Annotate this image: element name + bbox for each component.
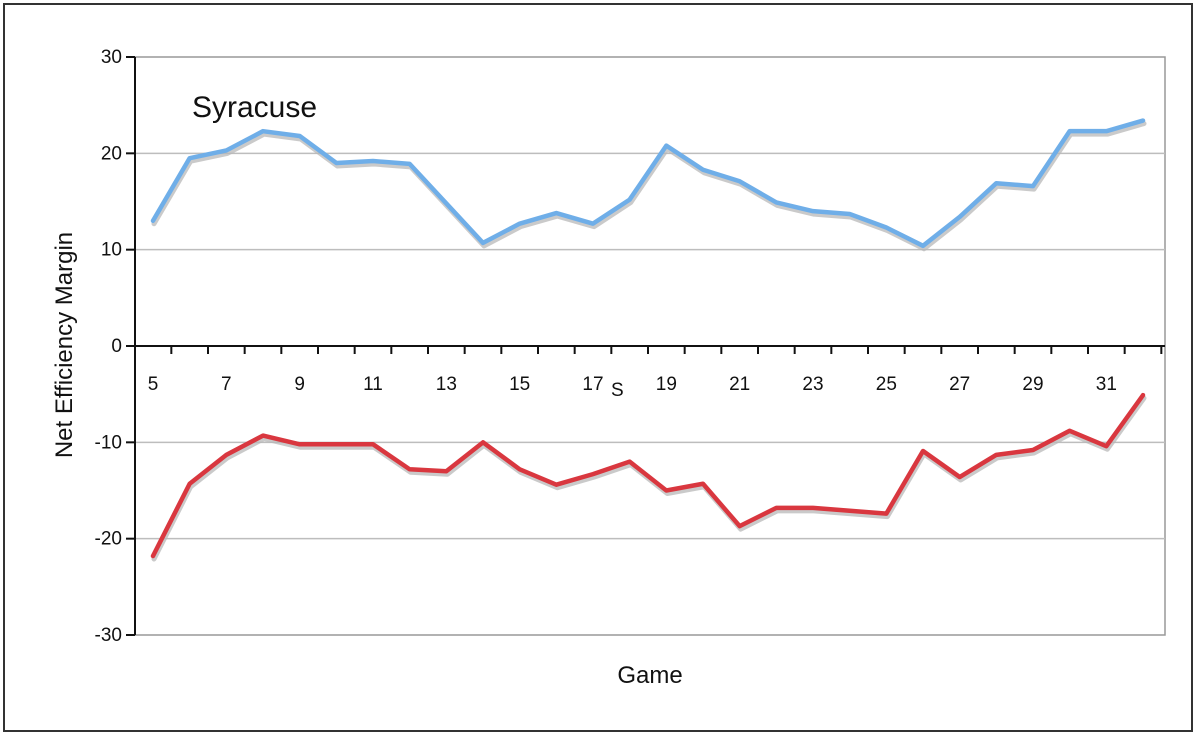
x-tick-label: 21 (729, 374, 750, 395)
x-tick-label: 11 (363, 374, 383, 395)
y-axis: 30 20 10 0 -10 -20 -30 (95, 47, 136, 646)
x-axis: 5 7 9 11 13 15 17 19 21 23 25 27 29 31 (135, 345, 1165, 395)
x-tick-label: 19 (656, 374, 677, 395)
x-tick-label: 29 (1022, 374, 1043, 395)
series-layer (150, 118, 1147, 562)
series-line-2 (150, 392, 1146, 559)
x-axis-title: Game (617, 662, 682, 689)
y-tick-label: 0 (111, 336, 122, 357)
y-tick-label: -10 (95, 432, 122, 453)
x-tick-label: 27 (949, 374, 970, 395)
x-tick-label: 7 (221, 374, 232, 395)
x-tick-label: 23 (802, 374, 823, 395)
y-tick-label: -30 (95, 625, 122, 646)
annotation-syracuse: Syracuse (192, 91, 317, 124)
series-line-1 (150, 118, 1146, 249)
x-tick-label: 25 (876, 374, 897, 395)
x-tick-label: 9 (294, 374, 305, 395)
annotation-s: S (611, 380, 624, 401)
y-axis-title: Net Efficiency Margin (51, 232, 78, 458)
x-tick-label: 17 (582, 374, 603, 395)
x-tick-label: 15 (509, 374, 530, 395)
x-tick-label: 13 (436, 374, 457, 395)
gridlines (135, 152, 1165, 540)
x-tick-label: 31 (1096, 374, 1117, 395)
y-tick-label: 20 (101, 143, 122, 164)
x-tick-label: 5 (148, 374, 159, 395)
y-tick-label: -20 (95, 529, 122, 550)
y-tick-label: 10 (101, 240, 122, 261)
y-tick-label: 30 (101, 47, 122, 68)
